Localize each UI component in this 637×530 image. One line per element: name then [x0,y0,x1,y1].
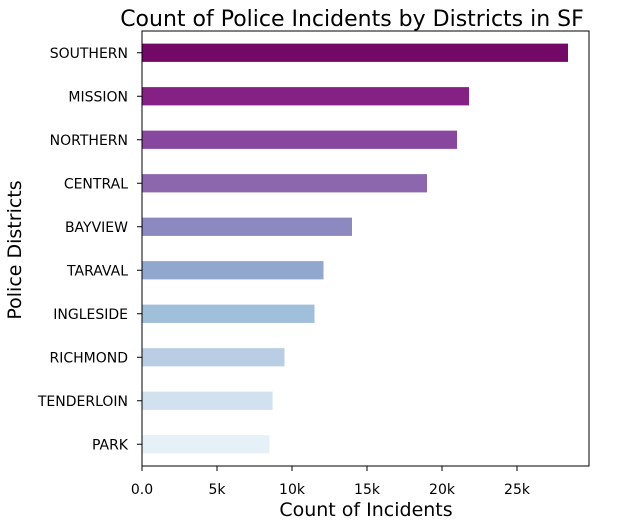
x-tick-label-3: 15k [354,482,381,498]
y-tick-label-taraval: TARAVAL [66,263,128,279]
bar-bayview [142,217,352,236]
y-tick-label-central: CENTRAL [64,176,128,192]
bar-southern [142,43,568,62]
bar-mission [142,87,469,106]
bar-taraval [142,261,324,280]
bar-park [142,435,270,454]
y-tick-label-northern: NORTHERN [50,133,128,149]
y-tick-label-tenderloin: TENDERLOIN [37,394,128,410]
x-tick-label-0: 0.0 [131,482,153,498]
plot-frame [141,30,590,467]
bar-ingleside [142,304,315,323]
y-tick-label-southern: SOUTHERN [50,46,128,62]
x-tick-label-5: 25k [504,482,531,498]
bar-tenderloin [142,391,273,410]
chart-title: Count of Police Incidents by Districts i… [120,7,584,32]
y-tick-label-ingleside: INGLESIDE [53,307,128,323]
y-tick-label-bayview: BAYVIEW [65,220,128,236]
y-tick-label-park: PARK [92,437,129,453]
bar-northern [142,130,457,149]
bar-central [142,174,427,193]
bar-richmond [142,348,285,367]
y-ticks-layer: SOUTHERN MISSION NORTHERN CENTRAL BAYVIEW TAR… [37,46,142,453]
x-axis-label: Count of Incidents [279,499,452,521]
y-tick-label-mission: MISSION [68,89,128,105]
bars-layer [142,43,568,454]
x-ticks-layer: 0.0 5k 10k 15k 20k 25k [131,466,531,498]
y-tick-label-richmond: RICHMOND [49,350,128,366]
x-tick-label-1: 5k [208,482,226,498]
x-tick-label-4: 20k [429,482,456,498]
y-axis-label: Police Districts [4,180,26,319]
x-tick-label-2: 10k [279,482,306,498]
